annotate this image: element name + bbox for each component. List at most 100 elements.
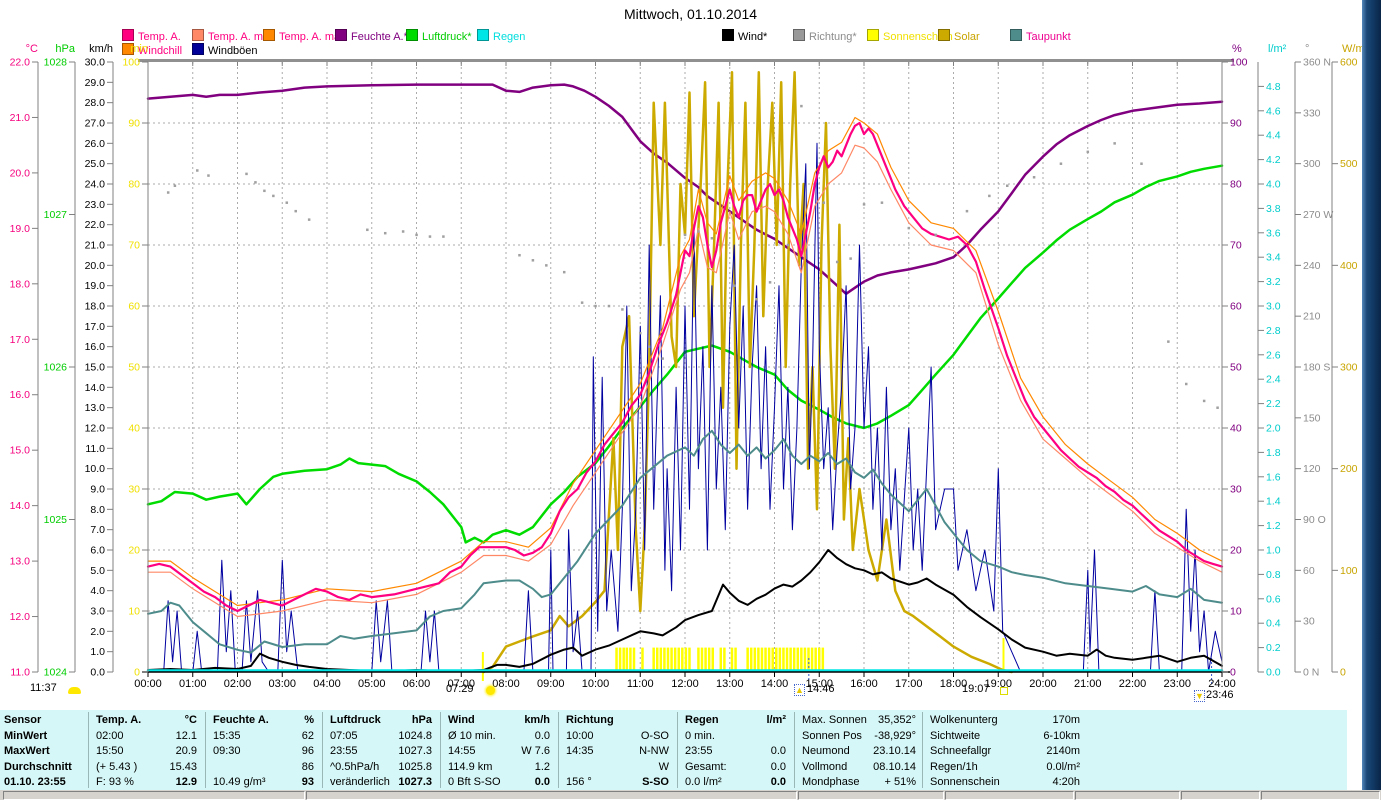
x-label: 05:00 (358, 678, 386, 690)
tick-label-dir: 150 (1303, 412, 1321, 424)
tick-label-minutes: 70 (128, 240, 140, 252)
table-cell-value: 4:20h (1052, 776, 1080, 789)
direction-dot (786, 243, 790, 247)
direction-dot (173, 184, 177, 187)
tick-label-temp: 15.0 (10, 445, 31, 457)
direction-dot (442, 235, 445, 238)
statusbar-segment (1261, 791, 1380, 800)
tick-label-kmh: 24.0 (85, 179, 106, 191)
x-label: 14:00 (761, 678, 789, 690)
tick-label-solar: 600 (1340, 57, 1358, 69)
direction-dot (755, 298, 758, 301)
direction-dot (621, 308, 624, 311)
direction-dot (607, 304, 611, 308)
statusbar-segment (798, 791, 944, 800)
direction-dot (697, 230, 700, 233)
direction-dot (207, 174, 210, 177)
tick-label-rain: 0.8 (1266, 569, 1281, 581)
tick-label-temp: 12.0 (10, 611, 31, 623)
table-column-separator (677, 712, 678, 788)
status-bar (0, 790, 1381, 800)
direction-dot (415, 233, 418, 237)
legend-item-richtung--swatch-icon (793, 29, 805, 41)
tick-label-temp: 17.0 (10, 334, 31, 346)
x-label: 18:00 (940, 678, 968, 690)
x-label: 12:00 (671, 678, 699, 690)
tick-label-dir: 30 (1303, 616, 1315, 628)
tick-label-kmh: 0.0 (90, 667, 105, 679)
x-label: 17:00 (895, 678, 923, 690)
legend-item-solar: Solar (938, 29, 980, 43)
tick-label-solar: 100 (1340, 565, 1358, 577)
table-cell-value: 23.10.14 (873, 745, 916, 758)
table-cell: F: 93 % (96, 776, 134, 789)
tick-label-rain: 2.0 (1266, 423, 1281, 435)
table-cell: 0 Bft S-SO (448, 776, 501, 789)
table-cell: 10:00 (566, 729, 594, 742)
tick-label-kmh: 22.0 (85, 219, 106, 231)
tick-label-rain: 2.2 (1266, 398, 1281, 410)
tick-label-temp: 21.0 (10, 112, 31, 124)
sensor-summary-table: Sensor MinWert MaxWert Durchschnitt 01.10. 2… (0, 710, 1347, 790)
tick-label-kmh: 9.0 (90, 484, 105, 496)
tick-label-rain: 3.6 (1266, 227, 1281, 239)
tick-label-rain: 3.0 (1266, 301, 1281, 313)
legend-item-richtung-: Richtung* (793, 29, 857, 43)
legend-item-solar-label: Solar (954, 31, 980, 43)
x-label: 09:00 (537, 678, 565, 690)
x-label: 21:00 (1074, 678, 1102, 690)
direction-dot (401, 230, 405, 233)
direction-dot (1185, 382, 1188, 386)
table-column-separator (922, 712, 923, 788)
tick-label-rain: 0.4 (1266, 618, 1281, 630)
tick-label-kmh: 27.0 (85, 118, 106, 130)
direction-dot (800, 104, 803, 108)
legend-item-windb-en-label: Windböen (208, 45, 258, 57)
tick-label-kmh: 28.0 (85, 97, 106, 109)
table-cell-value: hPa (411, 714, 432, 726)
table-cell-value: 12.1 (175, 729, 197, 742)
table-cell-value: 1025.8 (398, 760, 432, 773)
table-cell-value: -38,929° (874, 729, 916, 742)
tick-label-rain: 4.4 (1266, 130, 1281, 142)
tick-label-kmh: 15.0 (85, 362, 106, 374)
table-cell: 07:05 (330, 729, 358, 742)
table-cell-value: W 7.6 (521, 745, 550, 758)
table-cell-value: % (304, 714, 314, 726)
tick-label-minutes: 40 (128, 423, 140, 435)
tick-label-pct: 30 (1230, 484, 1242, 496)
table-cell: Sonnen Pos (802, 729, 862, 742)
series-pressure (146, 164, 1224, 544)
tick-label-pct: 100 (1230, 57, 1248, 69)
table-cell: 23:55 (330, 745, 358, 758)
direction-dot (166, 191, 170, 194)
tick-label-solar: 400 (1340, 260, 1358, 272)
x-label: 00:00 (134, 678, 162, 690)
tick-label-kmh: 14.0 (85, 382, 106, 394)
table-cell-value: 2140m (1046, 745, 1080, 758)
table-cell-value: °C (184, 714, 197, 726)
tick-label-temp: 16.0 (10, 389, 31, 401)
tick-label-dir: 0 N (1303, 667, 1319, 679)
direction-dot (733, 284, 736, 287)
table-cell-value: 1024.8 (398, 729, 432, 742)
tick-label-hpa: 1028 (44, 57, 68, 69)
table-cell-value: l/m² (766, 714, 786, 726)
tick-label-kmh: 3.0 (90, 606, 105, 618)
table-cell: 02:00 (96, 729, 124, 742)
direction-dot (661, 357, 664, 360)
axis-unit-temp: °C (26, 43, 38, 55)
legend-item-regen-label: Regen (493, 31, 526, 43)
x-label: 16:00 (850, 678, 878, 690)
tick-label-temp: 13.0 (10, 556, 31, 568)
table-cell: 14:55 (448, 745, 476, 758)
tick-label-hpa: 1025 (44, 514, 68, 526)
tick-label-kmh: 25.0 (85, 158, 106, 170)
legend-item-luftdruck-: Luftdruck* (406, 29, 472, 43)
legend-item-regen: Regen (477, 29, 526, 43)
direction-dot (1113, 142, 1116, 145)
tick-label-rain: 0.6 (1266, 593, 1281, 605)
direction-dot (562, 270, 566, 274)
direction-dot (907, 226, 911, 230)
legend-item-taupunkt-swatch-icon (1010, 29, 1022, 41)
